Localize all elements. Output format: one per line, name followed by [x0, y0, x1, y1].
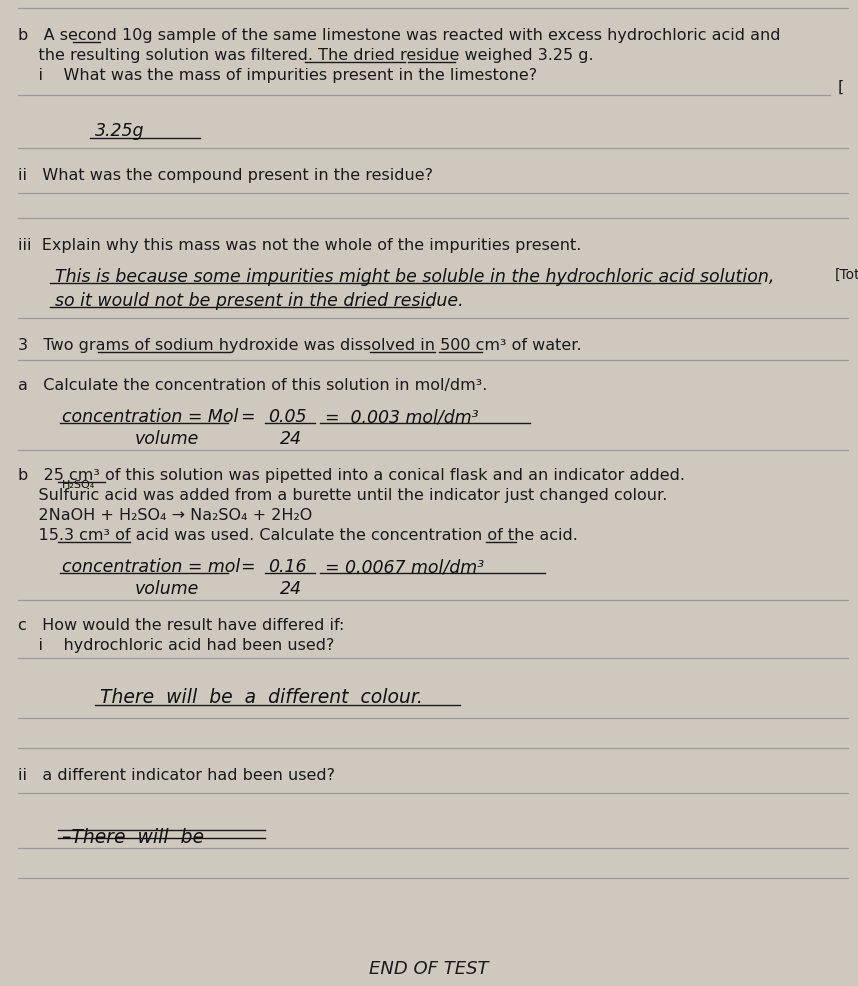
- Text: 24: 24: [280, 430, 302, 448]
- Text: volume: volume: [135, 580, 199, 598]
- Text: a   Calculate the concentration of this solution in mol/dm³.: a Calculate the concentration of this so…: [18, 378, 487, 393]
- Text: 15.3 cm³ of acid was used. Calculate the concentration of the acid.: 15.3 cm³ of acid was used. Calculate the…: [18, 528, 578, 543]
- Text: volume: volume: [135, 430, 199, 448]
- Text: This is because some impurities might be soluble in the hydrochloric acid soluti: This is because some impurities might be…: [55, 268, 775, 286]
- Text: i    What was the mass of impurities present in the limestone?: i What was the mass of impurities presen…: [18, 68, 537, 83]
- Text: so it would not be present in the dried residue.: so it would not be present in the dried …: [55, 292, 463, 310]
- Text: c   How would the result have differed if:: c How would the result have differed if:: [18, 618, 344, 633]
- Text: b   25 cm³ of this solution was pipetted into a conical flask and an indicator a: b 25 cm³ of this solution was pipetted i…: [18, 468, 685, 483]
- Text: the resulting solution was filtered. The dried residue weighed 3.25 g.: the resulting solution was filtered. The…: [18, 48, 594, 63]
- Text: ii   What was the compound present in the residue?: ii What was the compound present in the …: [18, 168, 433, 183]
- Text: = 0.0067 mol/dm³: = 0.0067 mol/dm³: [325, 558, 484, 576]
- Text: =  0.003 mol/dm³: = 0.003 mol/dm³: [325, 408, 479, 426]
- Text: 2NaOH + H₂SO₄ → Na₂SO₄ + 2H₂O: 2NaOH + H₂SO₄ → Na₂SO₄ + 2H₂O: [18, 508, 312, 523]
- Text: H₂SO₄: H₂SO₄: [62, 480, 95, 490]
- Text: b   A second 10g sample of the same limestone was reacted with excess hydrochlor: b A second 10g sample of the same limest…: [18, 28, 781, 43]
- Text: –There  will  be: –There will be: [62, 828, 204, 847]
- Text: [Tot: [Tot: [835, 268, 858, 282]
- Text: There  will  be  a  different  colour.: There will be a different colour.: [100, 688, 423, 707]
- Text: =: =: [240, 558, 255, 576]
- Text: ii   a different indicator had been used?: ii a different indicator had been used?: [18, 768, 335, 783]
- Text: iii  Explain why this mass was not the whole of the impurities present.: iii Explain why this mass was not the wh…: [18, 238, 582, 253]
- Text: 24: 24: [280, 580, 302, 598]
- Text: 3   Two grams of sodium hydroxide was dissolved in 500 cm³ of water.: 3 Two grams of sodium hydroxide was diss…: [18, 338, 582, 353]
- Text: =: =: [240, 408, 255, 426]
- Text: [: [: [838, 80, 844, 95]
- Text: 0.16: 0.16: [268, 558, 306, 576]
- Text: Sulfuric acid was added from a burette until the indicator just changed colour.: Sulfuric acid was added from a burette u…: [18, 488, 668, 503]
- Text: concentration = Mol: concentration = Mol: [62, 408, 239, 426]
- Text: 0.05: 0.05: [268, 408, 306, 426]
- Text: 3.25g: 3.25g: [95, 122, 144, 140]
- Text: concentration = mol: concentration = mol: [62, 558, 240, 576]
- Text: END OF TEST: END OF TEST: [369, 960, 489, 978]
- Text: i    hydrochloric acid had been used?: i hydrochloric acid had been used?: [18, 638, 335, 653]
